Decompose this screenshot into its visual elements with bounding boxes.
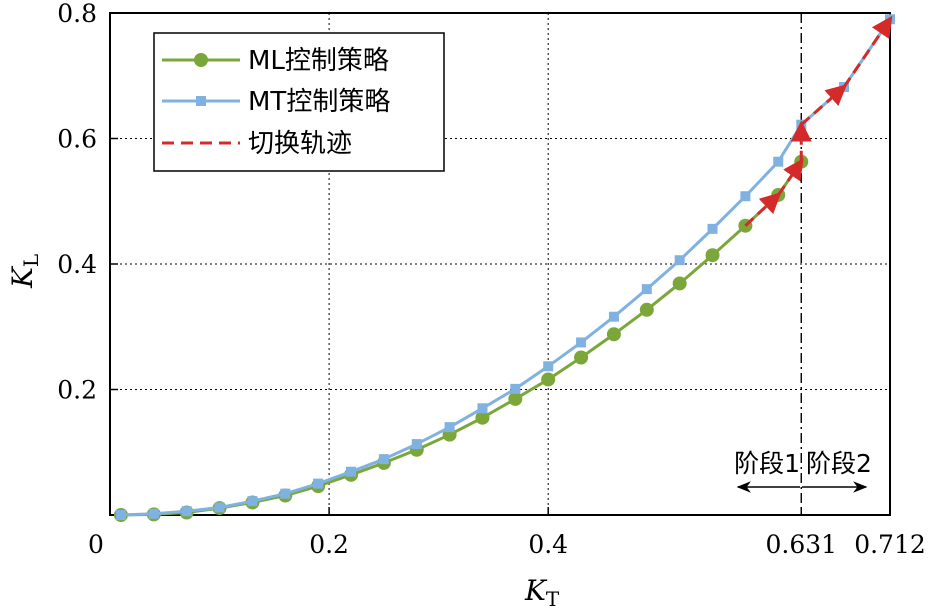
ml-data-point <box>672 276 687 291</box>
ml-data-point <box>606 327 621 342</box>
ml-data-point <box>574 350 589 365</box>
mt-data-point <box>280 488 291 499</box>
stage2-label: 阶段2 <box>806 449 872 478</box>
mt-data-point <box>674 255 685 266</box>
y-axis-title-sub: L <box>19 254 43 267</box>
mt-data-point <box>313 478 324 489</box>
switch-trajectory-segment <box>744 192 782 227</box>
legend-ml-marker <box>194 53 208 67</box>
y-tick-label: 0.6 <box>57 125 97 154</box>
legend-ml-label: ML控制策略 <box>248 46 389 76</box>
mt-series-line <box>120 18 892 517</box>
switch-trajectory-segment <box>842 15 893 88</box>
y-tick-label: 0.4 <box>57 250 97 279</box>
ml-data-point <box>475 410 490 425</box>
legend: ML控制策略 MT控制策略 切换轨迹 <box>153 32 445 172</box>
x-tick-label: 0.2 <box>309 530 349 559</box>
x-axis-title-main: K <box>524 574 548 607</box>
x-axis-title: KT <box>524 574 560 611</box>
legend-switch-label: 切换轨迹 <box>248 129 352 159</box>
mt-data-point <box>510 383 521 394</box>
y-axis-title-main: K <box>6 265 39 289</box>
legend-item-mt: MT控制策略 <box>162 87 390 117</box>
mt-data-point <box>181 506 192 517</box>
ml-data-point <box>639 302 654 317</box>
stage1-label: 阶段1 <box>734 449 800 478</box>
ml-data-point <box>508 391 523 406</box>
x-tick-label: 0 <box>88 530 104 559</box>
switch-trajectory-segment <box>800 84 848 126</box>
mt-data-point <box>707 223 718 234</box>
ml-series-line <box>120 160 803 517</box>
mt-data-point <box>543 361 554 372</box>
x-axis-title-sub: T <box>546 587 560 611</box>
switch-trajectory-segment <box>777 158 804 196</box>
y-tick-label: 0.8 <box>57 0 97 28</box>
mt-data-point <box>214 502 225 513</box>
mt-data-point <box>247 496 258 507</box>
mt-data-point <box>148 508 159 519</box>
mt-data-point <box>576 337 587 348</box>
mt-data-point <box>773 156 784 167</box>
mt-data-point <box>444 422 455 433</box>
y-tick-label: 0.2 <box>57 376 97 405</box>
ml-data-point <box>705 248 720 263</box>
mt-data-point <box>378 454 389 465</box>
switch-trajectory-layer <box>744 15 893 227</box>
mt-data-point <box>411 439 422 450</box>
mt-data-point <box>641 284 652 295</box>
ml-data-point <box>541 372 556 387</box>
axis-ticks: 0 0.2 0.4 0.631 0.712 0.2 0.4 0.6 0.8 <box>57 0 926 559</box>
legend-item-switch: 切换轨迹 <box>162 129 352 159</box>
legend-mt-marker <box>196 96 206 106</box>
mt-data-point <box>115 510 126 520</box>
mt-data-point <box>346 466 357 477</box>
x-tick-label: 0.712 <box>854 530 926 559</box>
mt-data-point <box>608 311 619 322</box>
legend-item-ml: ML控制策略 <box>162 46 389 76</box>
mt-data-point <box>740 191 751 202</box>
y-axis-title: KL <box>6 254 43 289</box>
legend-mt-label: MT控制策略 <box>248 87 390 117</box>
x-tick-label: 0.631 <box>765 530 837 559</box>
mt-data-point <box>477 403 488 414</box>
x-tick-label: 0.4 <box>528 530 568 559</box>
